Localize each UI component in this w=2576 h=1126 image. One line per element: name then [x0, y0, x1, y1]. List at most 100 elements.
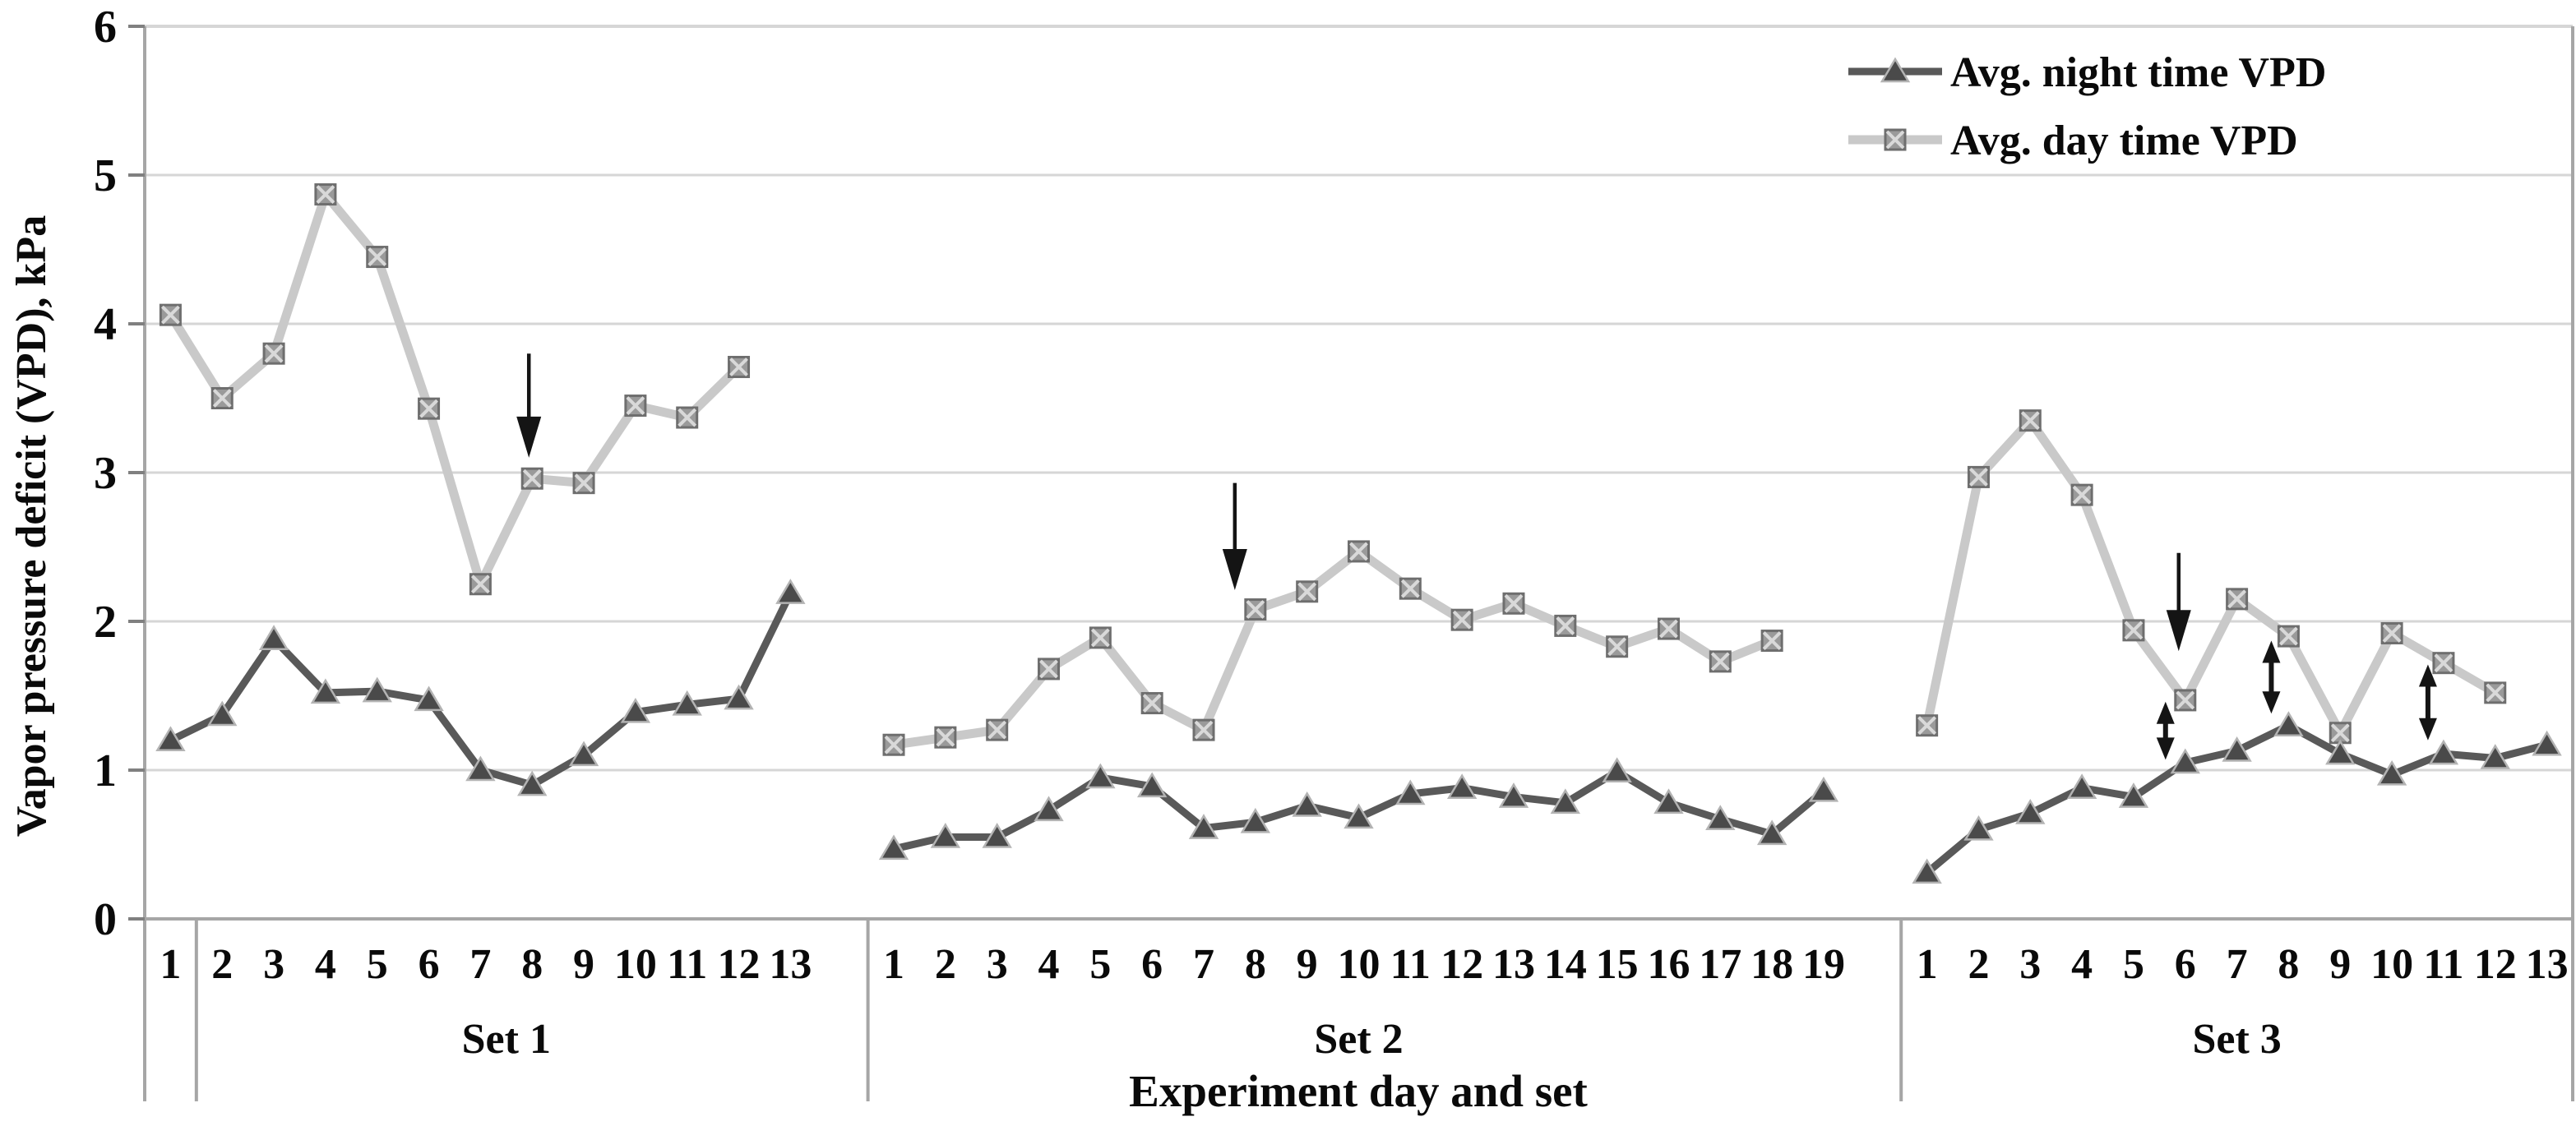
- y-tick-label: 0: [94, 894, 117, 945]
- day-tick-label: 2: [1968, 941, 1989, 988]
- arrow-head-icon: [516, 416, 542, 458]
- night-series-marker: [2015, 799, 2046, 824]
- day-series: [159, 183, 2507, 756]
- set-label: Set 1: [462, 1016, 551, 1063]
- night-series-marker: [1343, 803, 1374, 829]
- day-tick-label: 14: [1544, 941, 1587, 988]
- night-series-marker: [207, 700, 238, 727]
- day-tick-label: 16: [1647, 941, 1690, 988]
- legend-night-label: Avg. night time VPD: [1950, 49, 2326, 96]
- day-tick-label: 10: [2370, 941, 2413, 988]
- day-tick-label: 2: [211, 941, 233, 988]
- day-tick-label: 3: [987, 941, 1008, 988]
- night-series-marker: [1808, 776, 1839, 802]
- day-series-marker-x-icon: [2486, 683, 2505, 703]
- day-tick-label: 1: [160, 941, 181, 988]
- set-label: Set 3: [2192, 1016, 2281, 1063]
- day-series-line-set3: [1922, 416, 2500, 738]
- day-series-marker-x-icon: [1297, 582, 1317, 602]
- day-tick-label: 13: [1492, 941, 1535, 988]
- set-label: Set 2: [1314, 1016, 1403, 1063]
- night-series: [155, 579, 2562, 884]
- night-series-marker: [620, 697, 651, 723]
- day-tick-label: 9: [1297, 941, 1318, 988]
- day-series-marker-x-icon: [419, 399, 438, 418]
- day-tick-label: 8: [1245, 941, 1266, 988]
- night-series-marker: [362, 676, 392, 703]
- day-series-marker-x-icon: [264, 344, 284, 363]
- day-tick-label: 7: [469, 941, 491, 988]
- day-series-marker-x-icon: [470, 575, 490, 594]
- day-tick-label: 1: [883, 941, 904, 988]
- day-series-marker-x-icon: [2020, 411, 2040, 431]
- day-tick-label: 6: [2175, 941, 2196, 988]
- day-tick-label: 11: [2423, 941, 2463, 988]
- night-series-marker: [2376, 759, 2407, 786]
- day-series-marker-x-icon: [1607, 637, 1627, 657]
- day-tick-label: 18: [1750, 941, 1793, 988]
- day-tick-label: 12: [718, 941, 761, 988]
- night-series-marker: [2066, 773, 2097, 799]
- day-tick-label: 5: [2123, 941, 2144, 988]
- night-series-marker: [724, 684, 754, 710]
- day-tick-label: 8: [521, 941, 543, 988]
- day-tick-label: 2: [935, 941, 956, 988]
- day-tick-label: 13: [769, 941, 812, 988]
- arrow-head-icon: [1222, 548, 1247, 590]
- night-series-marker: [930, 822, 961, 848]
- day-series-marker-x-icon: [1710, 652, 1730, 671]
- night-series-marker: [1550, 788, 1581, 815]
- day-series-marker-x-icon: [1090, 628, 1110, 648]
- day-tick-label: 4: [1038, 941, 1060, 988]
- day-tick-label: 6: [419, 941, 440, 988]
- night-series-marker: [2118, 782, 2149, 808]
- day-series-line-set1: [165, 190, 744, 589]
- day-series-marker-x-icon: [574, 473, 594, 493]
- day-series-marker-x-icon: [1400, 579, 1420, 598]
- annotation-double-arrow: [2156, 701, 2175, 760]
- night-series-marker: [414, 685, 444, 712]
- annotation-down-arrow: [516, 353, 542, 458]
- day-series-marker-x-icon: [936, 727, 955, 747]
- arrow-head-down-icon: [2262, 691, 2281, 714]
- day-tick-label: 10: [614, 941, 657, 988]
- day-series-marker-x-icon: [1142, 694, 1162, 713]
- night-series-marker: [2170, 748, 2200, 774]
- day-series-marker-x-icon: [1452, 610, 1472, 630]
- night-series-marker: [155, 726, 186, 752]
- day-series-marker-x-icon: [1969, 468, 1988, 487]
- night-series-marker: [1963, 815, 1994, 841]
- x-axis-title: Experiment day and set: [1129, 1066, 1588, 1116]
- night-series-marker: [1034, 796, 1064, 822]
- y-tick-label: 4: [94, 299, 117, 350]
- day-tick-label: 8: [2278, 941, 2299, 988]
- y-tick-label: 6: [94, 2, 117, 53]
- legend-item-day: Avg. day time VPD: [1848, 118, 2298, 164]
- night-series-marker: [1446, 773, 1478, 799]
- night-series-marker: [1602, 757, 1632, 783]
- night-series-marker: [672, 690, 702, 716]
- arrow-head-up-icon: [2418, 664, 2437, 687]
- night-series-marker: [1880, 57, 1911, 83]
- day-tick-label: 7: [2227, 941, 2248, 988]
- night-series-marker: [2480, 744, 2510, 769]
- day-series-marker-x-icon: [884, 735, 904, 755]
- day-tick-label: 11: [1390, 941, 1431, 988]
- day-tick-label: 3: [263, 941, 284, 988]
- y-tick-label: 3: [94, 448, 117, 499]
- night-series-marker: [258, 625, 289, 650]
- night-series-marker: [2273, 711, 2304, 736]
- annotation-double-arrow: [2262, 640, 2281, 714]
- day-tick-label: 11: [667, 941, 707, 988]
- night-series-marker: [2532, 730, 2562, 756]
- day-series-marker-x-icon: [626, 396, 645, 415]
- day-series-marker-x-icon: [1885, 130, 1905, 150]
- day-series-marker-x-icon: [2279, 626, 2298, 646]
- night-series-marker: [1912, 858, 1942, 884]
- arrow-head-down-icon: [2418, 718, 2437, 741]
- arrow-head-up-icon: [2156, 701, 2175, 724]
- annotation-down-arrow: [2166, 552, 2191, 652]
- day-tick-label: 9: [2329, 941, 2351, 988]
- night-series-marker: [775, 579, 806, 604]
